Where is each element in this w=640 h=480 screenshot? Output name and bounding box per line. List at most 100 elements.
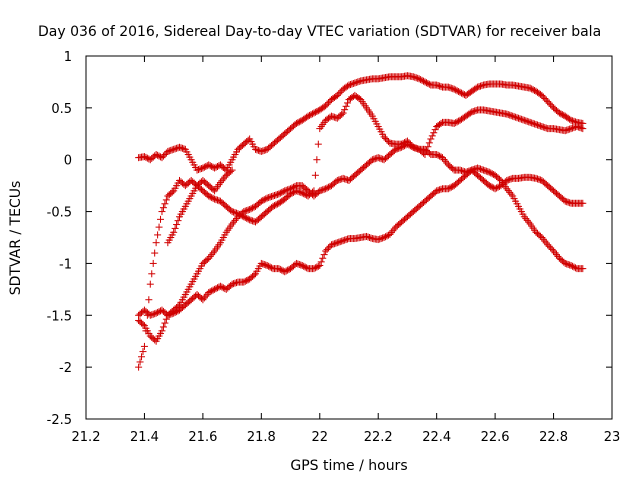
data-point: [535, 175, 543, 183]
data-point: [139, 320, 147, 328]
data-point: [433, 81, 441, 89]
data-point: [310, 265, 318, 273]
data-point: [231, 209, 239, 217]
data-point: [466, 109, 474, 117]
x-tick-label: 22.2: [364, 430, 393, 445]
y-tick-label: 1: [64, 50, 72, 65]
data-point: [272, 201, 280, 209]
data-point: [164, 311, 172, 319]
data-point: [228, 280, 236, 288]
data-point: [320, 185, 328, 193]
data-point: [506, 188, 514, 196]
data-point: [241, 207, 249, 215]
data-point: [323, 245, 331, 253]
data-point: [412, 74, 420, 82]
data-point: [170, 228, 178, 236]
data-point: [485, 182, 493, 190]
data-point: [367, 234, 375, 242]
data-point: [338, 110, 346, 118]
data-point: [282, 267, 290, 275]
data-point: [411, 73, 419, 81]
data-point: [566, 125, 574, 133]
data-point: [333, 91, 341, 99]
data-point: [298, 189, 306, 197]
data-point: [303, 264, 311, 272]
data-point: [424, 79, 432, 87]
data-point: [472, 106, 480, 114]
data-point: [278, 188, 286, 196]
data-point: [383, 232, 391, 240]
data-point: [211, 164, 219, 172]
data-point: [202, 162, 210, 170]
data-point: [230, 208, 238, 216]
data-point: [504, 187, 512, 195]
data-point: [282, 186, 290, 194]
x-tick-label: 22: [312, 430, 329, 445]
data-point: [298, 262, 306, 270]
data-point: [351, 79, 359, 87]
data-point: [471, 107, 479, 115]
data-point: [427, 135, 435, 143]
data-point: [149, 259, 157, 267]
data-point: [542, 96, 550, 104]
data-point: [547, 244, 555, 252]
data-point: [330, 240, 338, 248]
data-point: [384, 138, 392, 146]
data-point: [250, 217, 258, 225]
data-point: [319, 254, 327, 262]
data-point: [221, 165, 229, 173]
data-point: [339, 237, 347, 245]
data-point: [257, 197, 265, 205]
data-point: [335, 238, 343, 246]
data-point: [376, 154, 384, 162]
data-point: [551, 249, 559, 257]
data-point: [544, 98, 552, 106]
data-point: [542, 239, 550, 247]
data-point: [289, 183, 297, 191]
data-point: [311, 264, 319, 272]
data-point: [450, 85, 458, 93]
x-tick-label: 23: [604, 430, 621, 445]
data-point: [514, 114, 522, 122]
data-point: [414, 74, 422, 82]
data-point: [323, 100, 331, 108]
data-point: [495, 175, 503, 183]
data-point: [211, 285, 219, 293]
data-point: [228, 208, 236, 216]
data-point: [576, 124, 584, 132]
data-point: [503, 110, 511, 118]
data-point: [434, 151, 442, 159]
data-point: [306, 111, 314, 119]
data-point: [539, 235, 547, 243]
data-point: [195, 166, 203, 174]
data-point: [246, 216, 254, 224]
data-point: [522, 117, 530, 125]
data-point: [161, 200, 169, 208]
y-tick-label: 0.5: [51, 102, 72, 117]
data-point: [339, 109, 347, 117]
data-point: [533, 175, 541, 183]
y-tick-label: -2: [59, 361, 72, 376]
data-point: [386, 230, 394, 238]
data-point: [291, 182, 299, 190]
data-point: [158, 154, 166, 162]
data-point: [566, 261, 574, 269]
data-point: [389, 227, 397, 235]
data-point: [449, 165, 457, 173]
y-tick-label: -1.5: [47, 309, 72, 324]
data-point: [561, 127, 569, 135]
data-point: [494, 183, 502, 191]
data-point: [437, 185, 445, 193]
data-point: [297, 117, 305, 125]
data-point: [449, 85, 457, 93]
data-point: [469, 107, 477, 115]
data-point: [262, 146, 270, 154]
data-point: [525, 218, 533, 226]
data-point: [227, 167, 235, 175]
data-point: [560, 196, 568, 204]
data-point: [488, 183, 496, 191]
data-point: [468, 166, 476, 174]
data-point: [257, 259, 265, 267]
data-point: [474, 83, 482, 91]
data-point: [352, 78, 360, 86]
